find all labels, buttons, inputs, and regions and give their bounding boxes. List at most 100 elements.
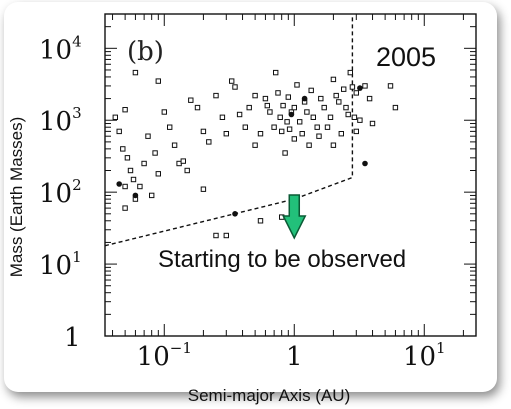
planet-point: [161, 109, 168, 115]
planet-point: [232, 84, 238, 90]
planet-point: [353, 90, 360, 96]
planet-point: [310, 114, 317, 120]
planet-point: [252, 92, 258, 99]
planet-point: [257, 218, 264, 224]
planet-point: [291, 104, 298, 111]
planet-point: [124, 155, 131, 161]
planet-point: [112, 114, 118, 120]
planet-point: [282, 150, 288, 156]
planet-point: [308, 87, 314, 94]
planet-point: [262, 95, 269, 102]
x-tick-label: 1: [286, 342, 303, 372]
planet-point-filled: [232, 211, 238, 217]
planet-point: [116, 128, 122, 135]
planet-point: [294, 82, 300, 88]
planet-point: [362, 83, 368, 89]
planet-point: [267, 109, 273, 115]
year-label: 2005: [376, 42, 436, 72]
planet-point: [273, 69, 279, 76]
planet-point: [127, 167, 134, 174]
planet-point: [280, 102, 286, 109]
planet-point: [271, 124, 277, 130]
planet-point: [279, 128, 285, 135]
x-tick-label: 10−1: [137, 339, 192, 372]
planet-point: [194, 104, 201, 111]
planet-point: [188, 97, 194, 103]
planet-point: [122, 107, 128, 113]
planet-point: [171, 142, 178, 148]
planet-point: [223, 232, 230, 239]
planet-point: [122, 205, 128, 211]
planet-point: [277, 114, 283, 120]
planet-point: [338, 131, 345, 137]
planet-point: [149, 192, 155, 199]
planet-point: [299, 131, 305, 137]
planet-point: [236, 111, 243, 118]
annotation-text: Starting to be observed: [158, 246, 406, 273]
planet-point: [306, 142, 312, 148]
planet-point: [318, 95, 324, 102]
planet-point: [353, 128, 360, 135]
plot-frame: [104, 13, 477, 337]
planet-point: [321, 104, 327, 111]
planet-point: [392, 104, 399, 111]
planet-point: [366, 95, 373, 102]
planet-point: [155, 171, 162, 177]
planet-point: [369, 120, 376, 127]
figure-card: 10−1 1 101 1 101 102 103 104 (b) 2005 Starting …: [4, 2, 497, 405]
panel-label: (b): [127, 37, 164, 67]
planet-point: [137, 183, 143, 190]
planet-point: [145, 133, 151, 139]
planet-point: [347, 69, 354, 76]
planet-point: [343, 104, 349, 111]
planet-point: [246, 104, 252, 111]
planet-point: [351, 114, 358, 120]
planet-point-filled: [288, 111, 295, 118]
y-tick-label: 102: [39, 176, 82, 209]
planet-point: [324, 124, 331, 130]
planet-point: [242, 124, 249, 130]
scatter-plot: 10−1 1 101 1 101 102 103 104 (b) 2005 Starting …: [7, 13, 477, 405]
planet-point: [341, 86, 347, 92]
planet-point: [349, 84, 356, 90]
planet-point: [285, 94, 292, 100]
planet-point: [275, 90, 281, 96]
x-axis-title: Semi-major Axis (AU): [188, 386, 350, 405]
planet-point: [206, 139, 212, 145]
planet-point: [132, 69, 139, 76]
planet-point: [200, 186, 207, 192]
down-arrow-icon: [282, 194, 307, 240]
planet-point: [330, 76, 337, 83]
planet-point: [316, 133, 322, 139]
y-tick-label: 1: [64, 323, 81, 353]
planet-point: [229, 78, 235, 84]
planet-point: [291, 136, 298, 142]
y-axis-title: Mass (Earth Masses): [7, 117, 26, 278]
planet-point: [184, 167, 190, 174]
planet-point: [130, 176, 137, 183]
planet-point: [223, 131, 230, 137]
planet-point: [357, 117, 363, 123]
planet-point: [252, 142, 258, 148]
planet-point: [257, 131, 264, 137]
planet-point: [264, 102, 271, 109]
planet-point: [387, 83, 394, 89]
planet-point: [314, 124, 320, 130]
planet-point: [200, 128, 207, 135]
planet-point: [297, 119, 303, 125]
planet-point: [336, 99, 342, 105]
planet-point-filled: [301, 95, 308, 102]
planet-point: [141, 160, 147, 167]
planet-point: [333, 92, 339, 99]
planet-point: [330, 142, 337, 148]
planet-point: [213, 92, 219, 99]
detection-limit-line: [104, 14, 354, 247]
planet-point: [180, 158, 187, 164]
planet-point: [122, 183, 128, 190]
planet-point: [304, 109, 310, 115]
y-tick-label: 103: [39, 104, 82, 137]
planet-point: [286, 126, 293, 132]
planet-point: [284, 119, 290, 125]
planet-point-filled: [357, 85, 363, 91]
planet-point: [345, 111, 351, 118]
